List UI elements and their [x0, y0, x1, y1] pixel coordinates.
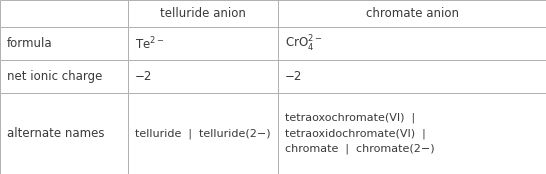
Bar: [278, 60, 546, 93]
Bar: [0, 93, 128, 174]
Bar: [128, 27, 278, 60]
Text: tetraoxochromate(VI)  |
tetraoxidochromate(VI)  |
chromate  |  chromate(2−): tetraoxochromate(VI) | tetraoxidochromat…: [285, 113, 435, 154]
Text: −2: −2: [285, 70, 302, 83]
Text: chromate anion: chromate anion: [366, 7, 459, 20]
Bar: [278, 27, 546, 60]
Text: Te$^{2-}$: Te$^{2-}$: [135, 35, 164, 52]
Bar: [278, 93, 546, 174]
Text: CrO$_4^{2-}$: CrO$_4^{2-}$: [285, 33, 322, 54]
Bar: [278, 0, 546, 27]
Text: −2: −2: [135, 70, 152, 83]
Text: alternate names: alternate names: [7, 127, 104, 140]
Bar: [0, 0, 128, 27]
Bar: [128, 0, 278, 27]
Bar: [128, 60, 278, 93]
Text: formula: formula: [7, 37, 52, 50]
Bar: [128, 93, 278, 174]
Bar: [0, 27, 128, 60]
Text: telluride anion: telluride anion: [161, 7, 246, 20]
Text: telluride  |  telluride(2−): telluride | telluride(2−): [135, 128, 270, 139]
Bar: [0, 60, 128, 93]
Text: net ionic charge: net ionic charge: [7, 70, 102, 83]
